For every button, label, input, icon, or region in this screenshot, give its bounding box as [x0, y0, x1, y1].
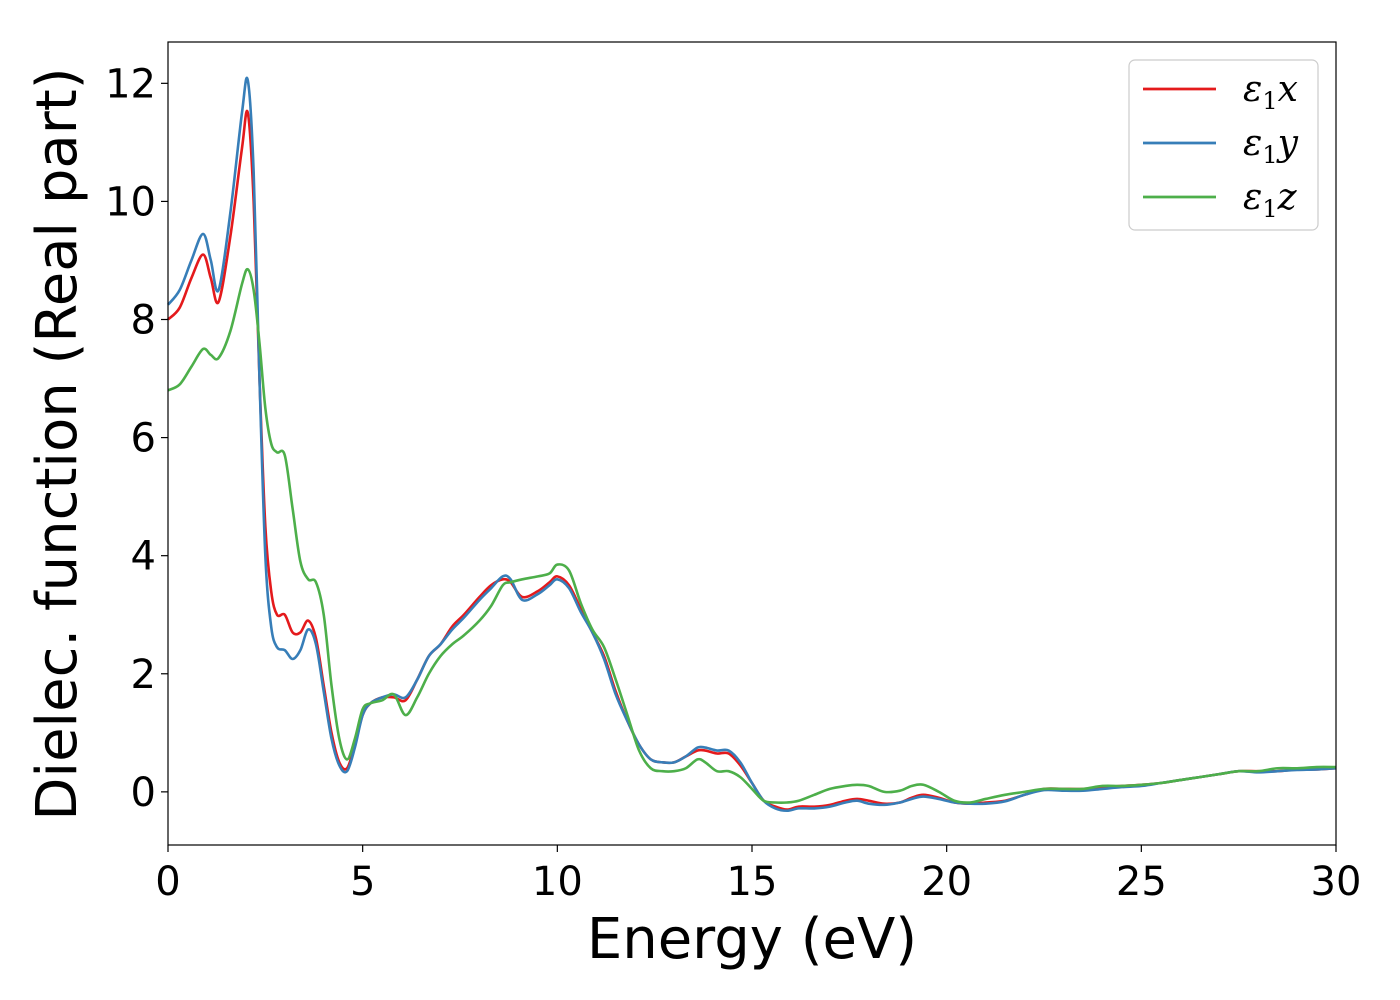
y-tick-label: 8 [131, 298, 156, 344]
y-tick-label: 10 [105, 179, 156, 225]
y-axis-title: Dielec. function (Real part) [25, 67, 90, 820]
x-tick-label: 30 [1311, 859, 1362, 905]
series-line-y [166, 76, 1337, 813]
y-tick-label: 12 [105, 61, 156, 107]
series-layer [166, 76, 1337, 813]
x-tick-label: 5 [350, 859, 375, 905]
y-tick-label: 2 [131, 652, 156, 698]
x-tick-label: 25 [1116, 859, 1167, 905]
series-line-z [167, 267, 1337, 805]
legend-box [1128, 59, 1319, 231]
x-axis: 0 5 10 15 20 25 30 [155, 845, 1361, 905]
y-tick-label: 6 [131, 416, 156, 462]
x-axis-title: Energy (eV) [587, 907, 917, 972]
x-tick-label: 10 [532, 859, 583, 905]
legend: ε1x ε1y ε1z [1128, 59, 1319, 231]
y-axis: 0 2 4 6 8 10 12 [105, 61, 168, 816]
x-tick-label: 15 [727, 859, 778, 905]
legend-label-z: ε1z [1243, 177, 1298, 223]
x-tick-label: 0 [155, 859, 180, 905]
legend-label-x: ε1x [1243, 69, 1298, 115]
y-tick-label: 0 [131, 770, 156, 816]
y-tick-label: 4 [131, 534, 156, 580]
x-tick-label: 20 [921, 859, 972, 905]
legend-label-y: ε1y [1243, 123, 1299, 169]
